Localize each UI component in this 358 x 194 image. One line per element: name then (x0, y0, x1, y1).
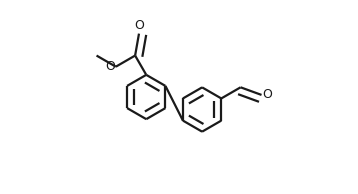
Text: O: O (262, 88, 272, 101)
Text: O: O (134, 19, 144, 32)
Text: O: O (105, 60, 115, 73)
